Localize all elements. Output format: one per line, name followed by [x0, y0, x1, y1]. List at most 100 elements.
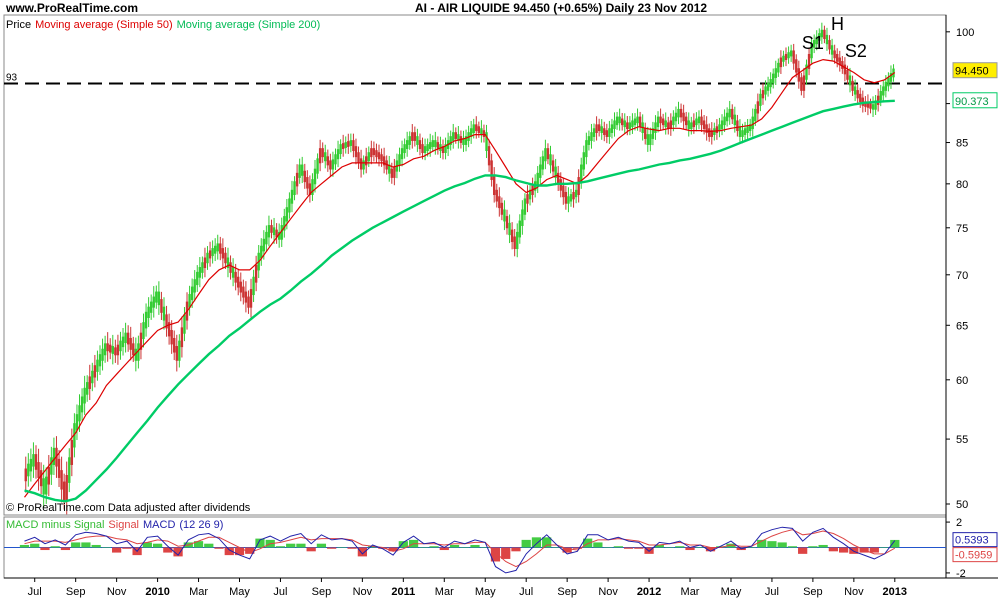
- price-body: [277, 231, 281, 240]
- price-body: [751, 116, 754, 130]
- y-tick-label: 70: [956, 270, 968, 282]
- price-body: [221, 248, 225, 259]
- price-body: [789, 50, 793, 57]
- macd-hist-bar: [511, 547, 521, 552]
- price-body: [777, 62, 780, 73]
- price-body: [807, 53, 811, 69]
- x-tick-label: 2011: [391, 586, 415, 598]
- price-body: [536, 172, 539, 187]
- x-tick-label: Nov: [353, 586, 373, 598]
- price-body: [454, 132, 458, 139]
- price-body: [549, 154, 552, 166]
- macd-hist-bar: [388, 547, 398, 552]
- price-body: [91, 370, 94, 384]
- price-body: [679, 108, 683, 118]
- x-tick-label: Sep: [803, 586, 823, 598]
- macd-hist-bar: [613, 546, 623, 548]
- price-body: [477, 126, 481, 133]
- x-tick-label: Nov: [844, 586, 864, 598]
- price-body: [736, 120, 739, 132]
- price-body: [129, 337, 132, 350]
- macd-hist-bar: [449, 544, 460, 548]
- price-body: [365, 156, 368, 166]
- price-body: [795, 59, 798, 73]
- price-body: [882, 86, 885, 96]
- price-body: [411, 132, 414, 141]
- price-body: [267, 225, 271, 238]
- price-body: [626, 122, 629, 130]
- price-body: [475, 124, 478, 132]
- price-body: [336, 149, 340, 160]
- price-body: [654, 122, 657, 133]
- price-body: [725, 112, 729, 122]
- macd-hist-bar: [316, 543, 327, 548]
- price-body: [800, 77, 803, 91]
- macd-hist-bar: [542, 537, 552, 548]
- price-body: [211, 248, 214, 257]
- y-tick-label: 50: [956, 499, 968, 511]
- y-tick-label: 60: [956, 375, 968, 387]
- price-body: [382, 156, 386, 166]
- y-tick-label: 75: [956, 223, 968, 235]
- price-body: [853, 86, 857, 95]
- price-body: [812, 40, 816, 48]
- x-tick-label: Jul: [765, 586, 779, 598]
- price-body: [756, 101, 760, 114]
- macd-hist-bar: [603, 547, 613, 548]
- price-body: [718, 124, 721, 132]
- price-body: [137, 343, 140, 361]
- price-body: [720, 120, 724, 130]
- price-body: [219, 243, 222, 254]
- price-body: [434, 140, 437, 147]
- price-body: [142, 322, 145, 340]
- price-body: [121, 336, 125, 348]
- macd-hist-bar: [869, 547, 879, 553]
- macd-hist-bar: [634, 547, 644, 549]
- price-body: [613, 120, 616, 130]
- macd-hist-bar: [224, 547, 234, 556]
- price-body: [805, 64, 808, 80]
- price-body: [661, 118, 665, 126]
- price-body: [562, 185, 565, 198]
- x-tick-label: Nov: [598, 586, 618, 598]
- price-body: [492, 174, 496, 195]
- price-body: [173, 337, 176, 353]
- price-body: [500, 202, 504, 215]
- macd-hist-bar: [378, 547, 388, 549]
- price-body: [372, 148, 376, 156]
- price-series: [24, 22, 895, 515]
- price-body: [659, 116, 662, 124]
- x-tick-label: May: [475, 586, 496, 598]
- price-body: [469, 128, 473, 137]
- price-body: [109, 344, 112, 353]
- price-body: [405, 140, 409, 149]
- price-body: [224, 252, 227, 264]
- macd-hist-bar: [152, 543, 163, 548]
- y-tick-label: 55: [956, 434, 968, 446]
- price-body: [423, 146, 427, 154]
- price-body: [349, 140, 353, 146]
- ma200-line: [24, 99, 895, 503]
- macd-hist-bar: [828, 547, 838, 552]
- macd-hist-bar: [50, 546, 60, 548]
- price-body: [761, 90, 765, 99]
- price-body: [65, 475, 68, 502]
- price-body: [710, 130, 713, 137]
- price-body: [754, 108, 757, 122]
- price-body: [362, 160, 365, 170]
- price-body: [695, 118, 698, 126]
- price-body: [866, 102, 870, 108]
- price-body: [848, 75, 852, 86]
- macd-hist-bar: [470, 544, 480, 548]
- macd-hist-bar: [490, 547, 501, 562]
- price-body: [178, 340, 181, 361]
- price-body: [838, 57, 841, 66]
- price-body: [697, 116, 701, 124]
- price-body: [175, 346, 178, 361]
- price-body: [60, 470, 63, 490]
- macd-y-tick-label: 2: [956, 517, 962, 529]
- price-body: [147, 306, 150, 318]
- price-body: [582, 152, 585, 170]
- price-value-tag-bg: [952, 62, 998, 79]
- macd-hist-bar: [675, 546, 685, 548]
